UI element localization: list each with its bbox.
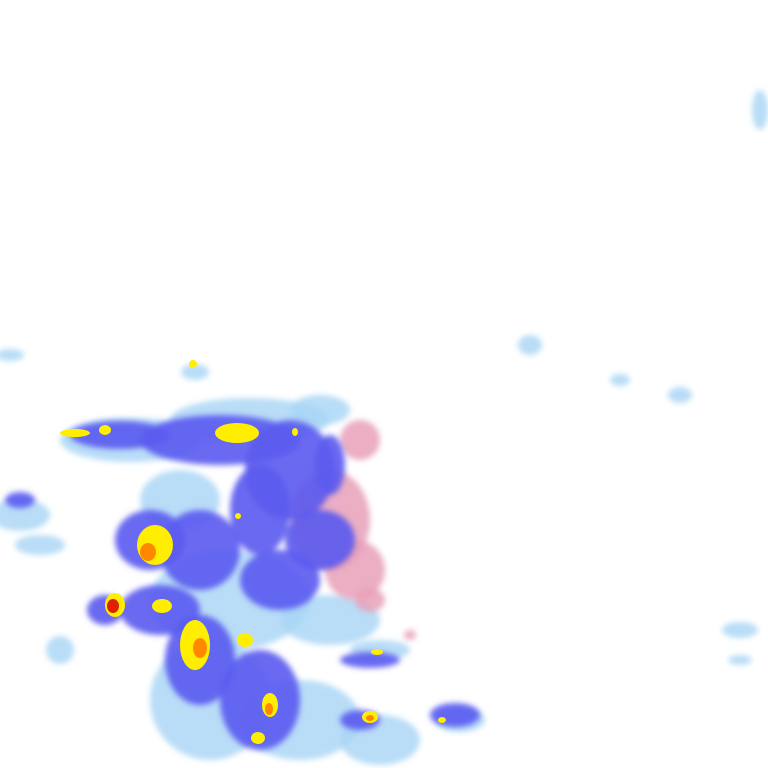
mixed-precip-cell [340,420,380,460]
light-precip-cell [0,349,24,361]
light-precip-cell [181,364,209,380]
moderate-precip-cell [220,650,300,750]
light-precip-cell [290,395,350,425]
intense-precip-cell [137,525,173,565]
intense-precip-cell [99,425,111,435]
intense-precip-cell [193,638,207,658]
light-precip-cell [728,655,752,665]
light-precip-cell [0,499,50,531]
moderate-precip-cell [315,435,345,495]
intense-precip-cell [152,599,172,613]
light-precip-cell [752,90,768,130]
light-precip-cell [46,636,74,664]
light-precip-cell [610,374,630,386]
intense-precip-cell [235,513,241,519]
light-precip-cell [518,335,542,355]
light-precip-cell [15,535,65,555]
intense-precip-cell [371,649,383,655]
intense-precip-cell [215,423,259,443]
moderate-precip-cell [430,703,480,727]
intense-precip-cell [107,599,119,613]
moderate-precip-cell [340,652,400,668]
moderate-precip-cell [240,550,320,610]
intense-precip-cell [251,732,265,744]
moderate-precip-cell [5,492,35,508]
intense-precip-cell [265,703,273,715]
mixed-precip-cell [404,630,416,640]
intense-precip-cell [292,428,298,436]
light-precip-cell [280,595,380,645]
moderate-precip-cell [230,465,290,555]
intense-precip-cell [366,715,374,721]
intense-precipitation-layer [60,360,446,744]
intense-precip-cell [60,429,90,437]
moderate-precip-cell [285,510,355,570]
intense-precip-cell [140,543,156,561]
intense-precip-cell [189,360,197,368]
intense-precip-cell [438,717,446,723]
light-precip-cell [722,622,758,638]
intense-precip-cell [237,633,253,647]
light-precip-cell [668,387,692,403]
moderate-precipitation-layer [5,415,480,750]
mixed-precip-cell [355,588,385,612]
